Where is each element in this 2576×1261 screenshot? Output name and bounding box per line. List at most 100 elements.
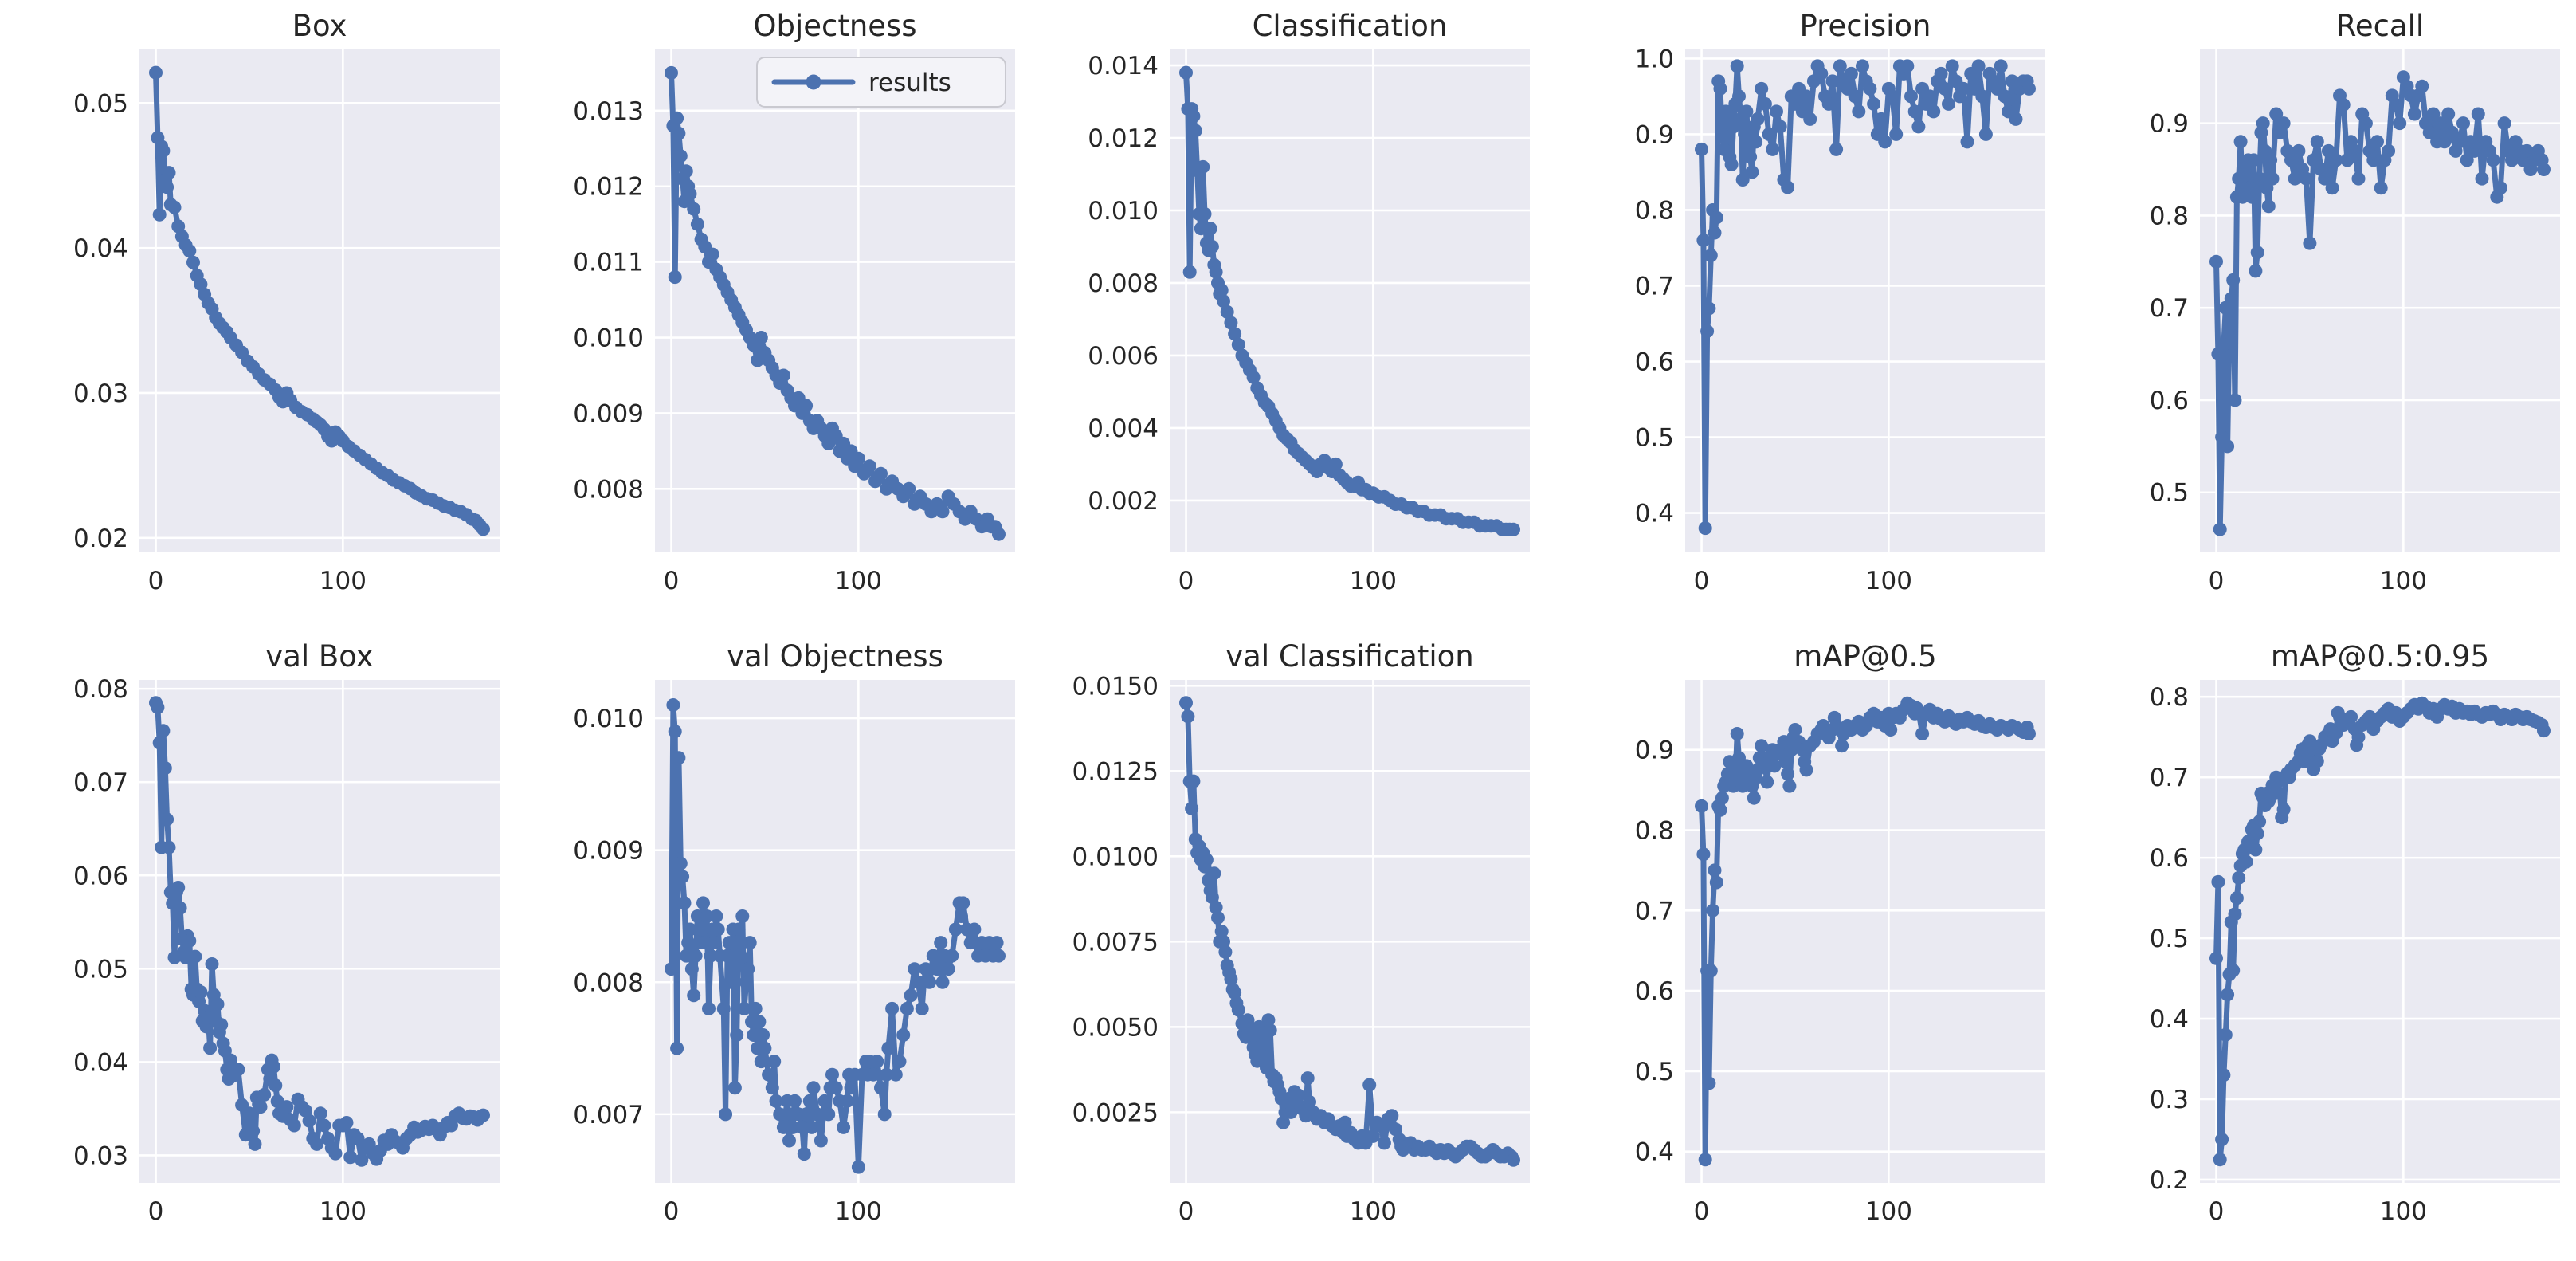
y-tick-label: 0.012	[1088, 124, 1159, 153]
subplot-classification: 0 100 0.002 0.004 0.006 0.008 0.010 0.012 0.014 C…	[1030, 0, 1546, 630]
y-tick-label: 0.013	[573, 97, 644, 126]
y-tick-label: 0.010	[573, 705, 644, 733]
x-tick-label: 100	[2380, 567, 2427, 595]
subplot-title: Box	[292, 9, 347, 43]
subplot-title: mAP@0.5:0.95	[2271, 639, 2489, 674]
y-tick-label: 0.07	[73, 768, 128, 797]
y-tick-label: 0.008	[573, 968, 644, 997]
x-tick-label: 0	[1693, 567, 1709, 595]
y-tick-label: 0.8	[1635, 816, 1674, 845]
y-tick-label: 0.9	[1635, 737, 1674, 765]
y-tick-label: 0.5	[1635, 1058, 1674, 1086]
series-markers-results	[664, 65, 1006, 541]
subplot-canvas-recall: 0 100 0.5 0.6 0.7 0.8 0.9 Recall	[2150, 9, 2561, 595]
y-tick-label: 0.6	[1635, 977, 1674, 1006]
x-tick-label: 0	[2209, 1197, 2225, 1226]
subplot-title: val Box	[265, 639, 373, 674]
subplot-title: Recall	[2336, 9, 2424, 43]
series-markers-results	[664, 698, 1006, 1174]
y-tick-label: 0.0100	[1072, 843, 1159, 871]
subplot-title: val Objectness	[727, 639, 943, 674]
y-tick-label: 0.8	[2150, 683, 2189, 712]
x-tick-label: 100	[1350, 1197, 1397, 1226]
y-tick-label: 0.004	[1088, 414, 1159, 443]
subplot-map-05-095: 0 100 0.2 0.3 0.4 0.5 0.6 0.7 0.8 mAP@0.5:0.95	[2060, 630, 2576, 1261]
y-tick-label: 0.5	[1635, 424, 1674, 453]
subplot-box: 0 100 0.02 0.03 0.04 0.05 Box	[0, 0, 516, 630]
y-tick-label: 0.9	[1635, 120, 1674, 149]
y-tick-label: 0.4	[2150, 1005, 2189, 1034]
y-tick-label: 0.03	[73, 379, 128, 408]
subplot-title: Precision	[1799, 9, 1931, 43]
y-tick-label: 0.0050	[1072, 1013, 1159, 1042]
x-tick-label: 100	[1350, 567, 1397, 595]
y-tick-label: 0.7	[1635, 897, 1674, 925]
y-tick-label: 0.010	[1088, 197, 1159, 226]
y-tick-label: 1.0	[1635, 45, 1674, 73]
x-tick-label: 0	[663, 1197, 679, 1226]
y-tick-label: 0.006	[1088, 342, 1159, 371]
y-tick-label: 0.007	[573, 1101, 644, 1129]
subplot-title: mAP@0.5	[1794, 639, 1936, 674]
series-markers-results	[148, 696, 490, 1167]
x-tick-label: 100	[320, 1197, 367, 1226]
x-tick-label: 100	[834, 1197, 881, 1226]
series-markers-results	[1694, 59, 2036, 536]
subplot-val-objectness: 0 100 0.007 0.008 0.009 0.010 val Objectness	[516, 630, 1031, 1261]
y-tick-label: 0.02	[73, 524, 128, 553]
subplot-canvas-val-box: 0 100 0.03 0.04 0.05 0.06 0.07 0.08 val Box	[73, 639, 500, 1226]
y-tick-label: 0.5	[2150, 925, 2189, 953]
y-tick-label: 0.04	[73, 1048, 128, 1077]
x-tick-label: 0	[2209, 567, 2225, 595]
y-tick-label: 0.8	[1635, 196, 1674, 225]
y-tick-label: 0.6	[1635, 348, 1674, 377]
plot-background	[1170, 680, 1531, 1183]
legend-marker-icon	[806, 74, 821, 90]
y-tick-label: 0.009	[573, 837, 644, 866]
y-tick-label: 0.04	[73, 234, 128, 263]
legend: results	[755, 57, 1006, 108]
x-tick-label: 100	[2380, 1197, 2427, 1226]
x-tick-label: 0	[1178, 1197, 1194, 1226]
plot-background	[139, 49, 500, 552]
plot-background	[2200, 680, 2561, 1183]
subplot-val-box: 0 100 0.03 0.04 0.05 0.06 0.07 0.08 val Box	[0, 630, 516, 1261]
y-tick-label: 0.05	[73, 89, 128, 118]
y-tick-label: 0.0150	[1072, 672, 1159, 701]
x-tick-label: 100	[1865, 567, 1912, 595]
y-tick-label: 0.06	[73, 862, 128, 890]
subplot-map-05: 0 100 0.4 0.5 0.6 0.7 0.8 0.9 mAP@0.5	[1546, 630, 2061, 1261]
subplot-canvas-precision: 0 100 0.4 0.5 0.6 0.7 0.8 0.9 1.0 Precision	[1635, 9, 2045, 595]
y-tick-label: 0.3	[2150, 1086, 2189, 1114]
y-tick-label: 0.7	[1635, 272, 1674, 301]
subplot-canvas-map-05: 0 100 0.4 0.5 0.6 0.7 0.8 0.9 mAP@0.5	[1635, 639, 2045, 1226]
subplot-canvas-objectness: 0 100 0.008 0.009 0.010 0.011 0.012 0.013 Object…	[573, 9, 1015, 595]
x-tick-label: 0	[148, 567, 164, 595]
legend-label: results	[868, 69, 951, 97]
x-tick-label: 0	[148, 1197, 164, 1226]
x-tick-label: 100	[320, 567, 367, 595]
y-tick-label: 0.002	[1088, 487, 1159, 516]
y-tick-label: 0.6	[2150, 387, 2189, 415]
series-markers-results	[1694, 696, 2036, 1167]
y-tick-label: 0.011	[573, 249, 644, 277]
x-tick-label: 100	[834, 567, 881, 595]
subplot-canvas-map-05-095: 0 100 0.2 0.3 0.4 0.5 0.6 0.7 0.8 mAP@0.5:0.95	[2150, 639, 2561, 1226]
series-markers-results	[148, 65, 490, 536]
y-tick-label: 0.9	[2150, 110, 2189, 139]
subplot-precision: 0 100 0.4 0.5 0.6 0.7 0.8 0.9 1.0 Precision	[1546, 0, 2061, 630]
y-tick-label: 0.8	[2150, 202, 2189, 230]
series-markers-results	[1179, 65, 1521, 536]
subplot-recall: 0 100 0.5 0.6 0.7 0.8 0.9 Recall	[2060, 0, 2576, 630]
y-tick-label: 0.0075	[1072, 928, 1159, 957]
y-tick-label: 0.05	[73, 955, 128, 984]
series-markers-results	[2209, 696, 2551, 1167]
subplot-canvas-val-objectness: 0 100 0.007 0.008 0.009 0.010 val Objectness	[573, 639, 1015, 1226]
y-tick-label: 0.014	[1088, 52, 1159, 81]
x-tick-label: 100	[1865, 1197, 1912, 1226]
y-tick-label: 0.008	[573, 475, 644, 504]
series-markers-results	[2209, 70, 2551, 536]
y-tick-label: 0.7	[2150, 294, 2189, 323]
